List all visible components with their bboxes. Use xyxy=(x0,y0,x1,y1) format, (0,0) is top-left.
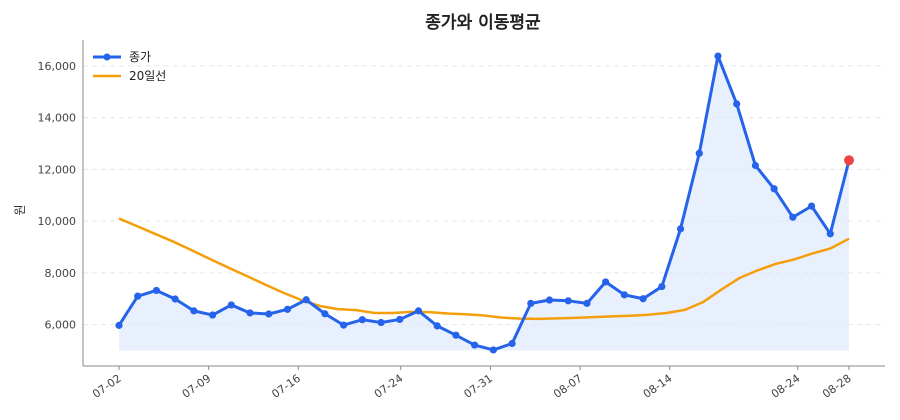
close-point xyxy=(714,52,722,60)
close-point xyxy=(508,339,516,348)
close-point xyxy=(471,341,479,349)
close-point xyxy=(358,316,366,324)
close-point xyxy=(770,185,778,193)
close-point xyxy=(639,295,647,303)
close-point xyxy=(676,225,685,233)
close-last-point xyxy=(844,155,854,166)
close-point xyxy=(115,321,123,329)
close-point xyxy=(377,318,385,327)
close-point xyxy=(789,213,797,221)
close-point xyxy=(733,100,741,108)
close-point xyxy=(152,286,161,295)
close-point xyxy=(340,321,348,329)
close-point xyxy=(265,310,273,318)
y-tick-label: 10,000 xyxy=(38,215,77,228)
x-tick-label: 08-14 xyxy=(641,372,675,401)
close-point xyxy=(171,295,179,303)
x-tick-label: 07-31 xyxy=(461,372,495,401)
close-point xyxy=(545,296,554,304)
close-point xyxy=(227,301,235,309)
close-point xyxy=(564,297,572,305)
y-tick-label: 14,000 xyxy=(38,112,77,125)
close-point xyxy=(396,315,404,324)
close-point xyxy=(302,296,310,304)
x-tick-label: 08-07 xyxy=(551,372,585,401)
close-point xyxy=(826,230,834,238)
legend-close-label: 종가 xyxy=(129,50,151,64)
close-point xyxy=(583,299,591,307)
close-point xyxy=(433,322,441,330)
close-point xyxy=(190,307,198,315)
close-point xyxy=(489,346,497,354)
y-tick-label: 16,000 xyxy=(38,60,77,73)
x-tick-label: 07-09 xyxy=(180,372,214,401)
close-point xyxy=(414,307,423,315)
legend: 종가 20일선 xyxy=(93,50,166,83)
axes xyxy=(82,40,885,370)
close-point xyxy=(695,149,703,157)
x-tick-label: 07-02 xyxy=(90,372,124,401)
close-line xyxy=(117,54,851,352)
x-tick-label: 08-24 xyxy=(769,372,803,401)
chart-title: 종가와 이동평균 xyxy=(425,13,541,33)
close-point xyxy=(246,309,254,317)
y-tick-label: 12,000 xyxy=(38,163,77,176)
close-point xyxy=(527,299,535,307)
close-point xyxy=(208,311,217,319)
ma20-line xyxy=(118,217,850,321)
close-point xyxy=(602,278,610,286)
close-point xyxy=(134,292,142,300)
close-point xyxy=(321,310,329,318)
x-tick-label: 07-16 xyxy=(269,372,303,401)
x-tick-label: 07-24 xyxy=(372,372,406,401)
y-tick-label: 6,000 xyxy=(45,319,77,332)
close-point xyxy=(751,161,760,170)
series-layer xyxy=(115,52,854,354)
close-point xyxy=(283,305,292,313)
x-tick-label: 08-28 xyxy=(820,372,854,401)
close-point xyxy=(452,331,460,339)
legend-ma20-label: 20일선 xyxy=(129,69,166,83)
y-axis-label: 원 xyxy=(13,204,27,215)
close-point xyxy=(658,282,666,291)
close-point xyxy=(620,291,628,299)
legend-close-marker xyxy=(103,53,111,61)
y-tick-label: 8,000 xyxy=(45,267,77,280)
close-point xyxy=(807,202,816,210)
